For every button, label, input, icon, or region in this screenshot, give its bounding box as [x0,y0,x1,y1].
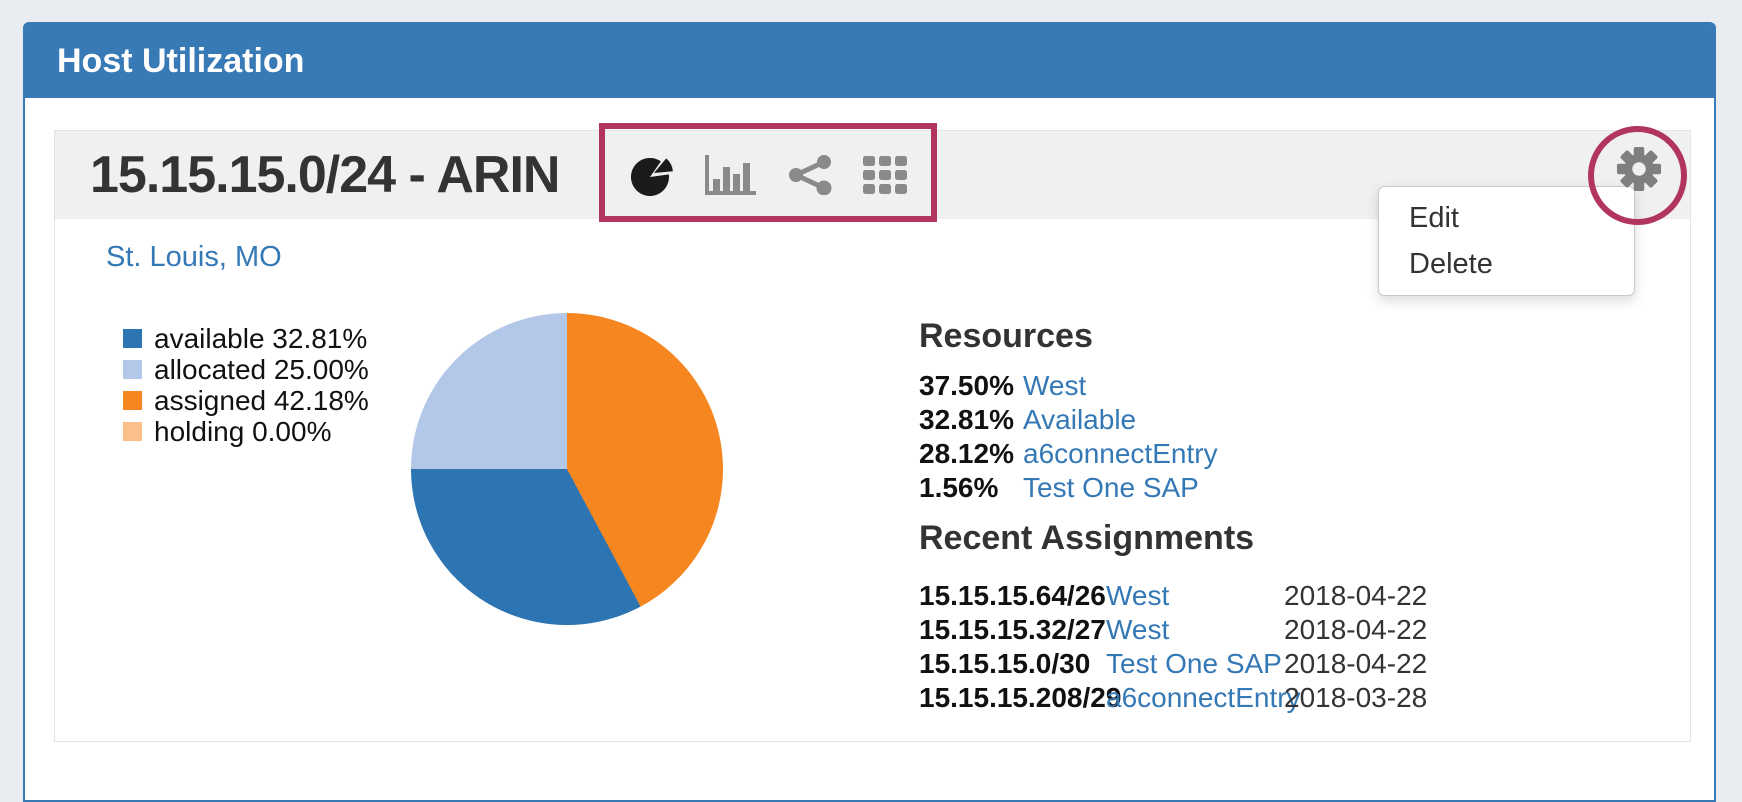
assignment-date: 2018-03-28 [1284,682,1428,713]
gear-icon[interactable] [1616,145,1662,193]
panel-title: Host Utilization [57,42,305,80]
assignment-link[interactable]: West [1106,580,1170,611]
assignment-row: 15.15.15.64/26 West 2018-04-22 [919,579,1539,613]
resource-row: 32.81% Available [919,403,1539,437]
resource-link[interactable]: Available [1023,404,1137,435]
legend-label: available 32.81% [154,322,368,354]
menu-item-edit[interactable]: Edit [1409,202,1459,234]
assignment-link[interactable]: West [1106,614,1170,645]
utilization-pie-chart [411,313,723,625]
legend-item: holding 0.00% [123,416,369,447]
legend-label: assigned 42.18% [154,384,369,416]
page: Host Utilization 15.15.15.0/24 - ARIN [23,22,1716,802]
subnet-title: 15.15.15.0/24 - ARIN [90,146,560,204]
resource-row: 37.50% West [919,369,1539,403]
assignment-date: 2018-04-22 [1284,648,1428,679]
assignment-row: 15.15.15.208/29 a6connectEntry 2018-03-28 [919,681,1539,715]
chart-view-toolbar [630,131,908,219]
resource-link[interactable]: Test One SAP [1023,472,1199,503]
widget-header: 15.15.15.0/24 - ARIN [55,131,1690,219]
assignment-block: 15.15.15.32/27 [919,614,1106,645]
resource-percent: 37.50% [919,370,1014,401]
gear-dropdown-menu: Edit Delete [1378,186,1635,296]
details-column: Resources 37.50% West 32.81% Available 28.12… [919,319,1539,715]
legend-swatch [123,391,142,410]
legend-item: available 32.81% [123,323,369,354]
share-icon[interactable] [788,155,834,195]
location-link[interactable]: St. Louis, MO [106,241,282,273]
pie-legend: available 32.81% allocated 25.00% assigned… [123,323,369,447]
menu-item-delete[interactable]: Delete [1409,248,1493,280]
recent-assignments-list: 15.15.15.64/26 West 2018-04-22 15.15.15.32/… [919,579,1539,715]
legend-swatch [123,360,142,379]
assignment-link[interactable]: Test One SAP [1106,648,1282,679]
resource-percent: 32.81% [919,404,1014,435]
legend-swatch [123,422,142,441]
resource-link[interactable]: West [1023,370,1087,401]
resources-list: 37.50% West 32.81% Available 28.12% a6connect… [919,369,1539,505]
assignment-block: 15.15.15.0/30 [919,648,1091,679]
bar-chart-icon[interactable] [703,153,759,197]
recent-assignments-heading: Recent Assignments [919,519,1255,557]
legend-label: allocated 25.00% [154,353,369,385]
assignment-block: 15.15.15.208/29 [919,682,1122,713]
resource-percent: 28.12% [919,438,1014,469]
host-utilization-panel: Host Utilization 15.15.15.0/24 - ARIN [23,22,1716,802]
resources-heading: Resources [919,317,1093,355]
assignment-block: 15.15.15.64/26 [919,580,1106,611]
legend-item: allocated 25.00% [123,354,369,385]
grid-icon[interactable] [863,156,908,194]
assignment-date: 2018-04-22 [1284,580,1428,611]
resource-row: 1.56% Test One SAP [919,471,1539,505]
panel-header: Host Utilization [25,24,1714,98]
assignment-date: 2018-04-22 [1284,614,1428,645]
assignment-row: 15.15.15.32/27 West 2018-04-22 [919,613,1539,647]
legend-label: holding 0.00% [154,415,332,447]
assignment-row: 15.15.15.0/30 Test One SAP 2018-04-22 [919,647,1539,681]
resource-row: 28.12% a6connectEntry [919,437,1539,471]
assignment-link[interactable]: a6connectEntry [1106,682,1301,713]
resource-percent: 1.56% [919,472,999,503]
legend-swatch [123,329,142,348]
resource-link[interactable]: a6connectEntry [1023,438,1218,469]
pie-chart-icon[interactable] [630,152,674,198]
legend-item: assigned 42.18% [123,385,369,416]
